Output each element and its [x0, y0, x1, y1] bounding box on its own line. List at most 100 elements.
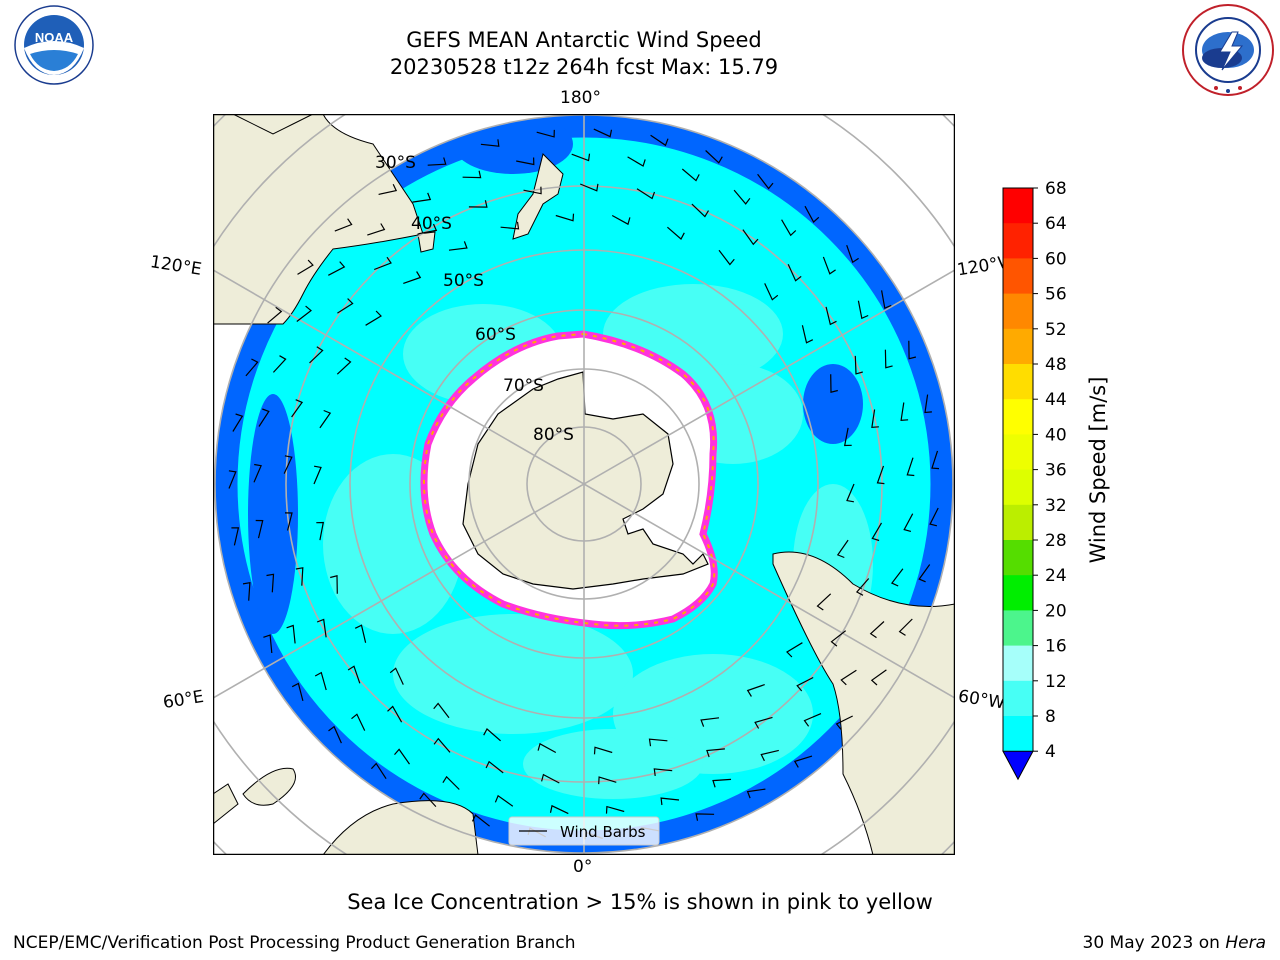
noaa-logo-icon: NOAA [14, 5, 94, 85]
wind-barb [389, 667, 404, 685]
lat-label-60s: 60°S [475, 325, 516, 345]
wind-barb [336, 357, 352, 375]
wind-barb [297, 259, 314, 275]
colorbar-segment [1003, 469, 1033, 506]
wind-barb [605, 805, 625, 814]
tasmania-land [417, 231, 436, 253]
wind-barb [898, 618, 913, 636]
map-legend: Wind Barbs [508, 816, 660, 846]
colorbar-tick-label: 8 [1045, 707, 1056, 727]
wind-barb [822, 256, 836, 275]
wind-barb [667, 226, 685, 240]
wind-barb [480, 139, 500, 147]
colorbar-segment [1003, 328, 1033, 365]
figure-title: GEFS MEAN Antarctic Wind Speed [406, 28, 762, 52]
wind-barb [871, 522, 883, 542]
wind-barb [804, 205, 820, 223]
colorbar-segment [1003, 645, 1033, 682]
colorbar-segment [1003, 188, 1033, 224]
wind-barb [295, 567, 304, 586]
wind-barb [835, 715, 853, 730]
wind-barb [286, 624, 296, 644]
colorbar-segment [1003, 540, 1033, 576]
wind-barb [403, 271, 422, 284]
wind-barb [555, 213, 575, 222]
wind-barb [419, 792, 437, 808]
wind-barb [660, 797, 680, 806]
wind-barb [334, 218, 353, 232]
sea-ice-caption: Sea Ice Concentration > 15% is shown in … [347, 890, 933, 914]
wind-barb [746, 788, 766, 799]
wind-barb [746, 684, 765, 697]
wind-barb [309, 346, 324, 364]
lon-label-60e: 60°E [161, 686, 206, 714]
wind-barb [760, 749, 779, 762]
wind-barb [314, 671, 327, 691]
colorbar-tick-label: 44 [1045, 390, 1067, 410]
wind-barb [706, 748, 725, 758]
colorbar-tick-label: 32 [1045, 496, 1067, 516]
footer-system: Hera [1225, 933, 1266, 953]
colorbar-segment [1003, 258, 1033, 295]
wind-barb [494, 794, 514, 807]
colorbar-tick-label: 4 [1045, 742, 1056, 762]
polar-map: 30°S 40°S 50°S 60°S 70°S 80°S Wind Barbs [213, 114, 955, 855]
colorbar-tick-label: 24 [1045, 566, 1067, 586]
wind-barbs [228, 128, 940, 840]
wind-barb [316, 618, 327, 638]
colorbar-segment [1003, 610, 1033, 647]
wind-barb [448, 241, 468, 251]
wind-barb [884, 349, 893, 369]
wind-barb [471, 814, 490, 827]
wind-barb [786, 642, 803, 658]
lat-label-30s: 30°S [375, 153, 416, 173]
wind-barb [705, 150, 723, 164]
wind-barb [695, 813, 715, 821]
wind-barb [462, 170, 482, 179]
wind-barb [754, 716, 773, 729]
wind-barb [593, 746, 613, 755]
wind-barb [258, 408, 270, 427]
wind-barb [846, 245, 859, 264]
wind-barb [316, 521, 325, 541]
wind-barb [869, 621, 885, 639]
wind-barb [412, 192, 432, 203]
wind-barb [781, 219, 797, 237]
wind-barb [253, 463, 262, 483]
wind-barb [284, 512, 293, 531]
wind-barb [427, 157, 447, 166]
colorbar-tick-label: 20 [1045, 601, 1067, 621]
wind-barb [854, 355, 863, 375]
wind-barb [653, 768, 673, 776]
wind-barb [793, 755, 813, 768]
wind-barb [267, 306, 283, 324]
wind-barb [313, 465, 322, 485]
footer-date-text: 30 May 2023 on [1082, 933, 1226, 953]
wind-barb [931, 450, 940, 470]
wind-barb [319, 409, 332, 429]
lon-label-180: 180° [560, 88, 601, 108]
wind-barb [881, 290, 892, 310]
wind-barb [537, 742, 557, 754]
wind-barb [571, 153, 591, 162]
wind-barb [718, 249, 735, 266]
wind-barb [870, 669, 887, 686]
wind-barb [255, 519, 264, 539]
wind-barb [291, 682, 304, 702]
footer-credit: NCEP/EMC/Verification Post Processing Pr… [13, 933, 576, 953]
wind-barb [855, 578, 870, 596]
new-zealand-land [512, 153, 564, 240]
colorbar-segment [1003, 504, 1033, 541]
wind-barb [816, 593, 832, 611]
wind-barb [266, 573, 275, 593]
legend-wind-barbs: Wind Barbs [560, 823, 646, 841]
wind-barb [733, 189, 751, 205]
wind-barb [468, 200, 488, 208]
wind-barb [549, 804, 569, 815]
lat-label-50s: 50°S [443, 271, 484, 291]
colorbar-segment [1003, 575, 1033, 611]
wind-barb [846, 483, 855, 503]
wind-barb [636, 188, 656, 200]
colorbar-segment [1003, 434, 1033, 471]
